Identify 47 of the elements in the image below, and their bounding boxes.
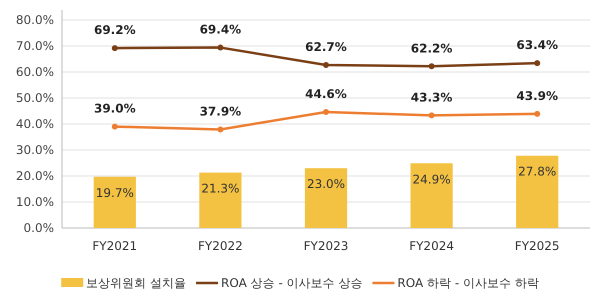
data-label: 39.0% — [94, 102, 136, 116]
data-label: 62.2% — [410, 41, 452, 56]
point — [112, 124, 118, 130]
y-tick-label: 0.0% — [24, 221, 54, 235]
data-label: 27.8% — [518, 164, 556, 179]
data-label: 19.7% — [96, 186, 134, 200]
point — [323, 62, 329, 68]
data-label: 37.9% — [200, 104, 242, 118]
data-label: 62.7% — [305, 40, 347, 54]
x-tick-label: FY2023 — [304, 239, 348, 253]
data-label: 69.2% — [94, 23, 136, 38]
data-label: 43.9% — [516, 88, 558, 103]
data-label: 21.3% — [201, 182, 240, 196]
point — [323, 109, 329, 116]
bar — [199, 172, 242, 228]
y-tick-label: 50.0% — [16, 91, 54, 105]
y-tick-label: 20.0% — [16, 169, 54, 183]
legend-label: ROA 하락 - 이사보수 하락 — [397, 276, 539, 290]
data-label: 43.3% — [410, 90, 452, 104]
data-label: 63.4% — [516, 38, 558, 52]
y-tick-label: 10.0% — [16, 195, 54, 209]
y-tick-label: 30.0% — [16, 143, 54, 157]
x-tick-label: FY2022 — [198, 239, 243, 253]
legend-label: 보상위원회 설치율 — [86, 276, 186, 290]
point — [217, 126, 224, 132]
y-tick-label: 80.0% — [16, 13, 54, 27]
bar — [94, 176, 136, 228]
data-label: 69.4% — [200, 22, 242, 37]
x-tick-label: FY2025 — [514, 239, 560, 253]
point — [428, 63, 435, 70]
data-label: 44.6% — [305, 87, 347, 102]
point — [534, 110, 540, 117]
x-tick-label: FY2024 — [409, 239, 454, 253]
point — [112, 45, 118, 52]
point — [217, 44, 224, 51]
bar — [304, 168, 348, 228]
point — [428, 112, 435, 118]
x-tick-label: FY2021 — [92, 239, 138, 253]
point — [534, 60, 540, 66]
bar — [516, 156, 558, 228]
bar — [410, 163, 453, 228]
y-tick-label: 40.0% — [16, 117, 54, 131]
data-label: 24.9% — [412, 172, 451, 186]
y-tick-label: 70.0% — [16, 39, 54, 53]
y-tick-label: 60.0% — [16, 65, 54, 79]
data-label: 23.0% — [306, 177, 346, 192]
legend-label: ROA 상승 - 이사보수 상승 — [221, 276, 362, 290]
